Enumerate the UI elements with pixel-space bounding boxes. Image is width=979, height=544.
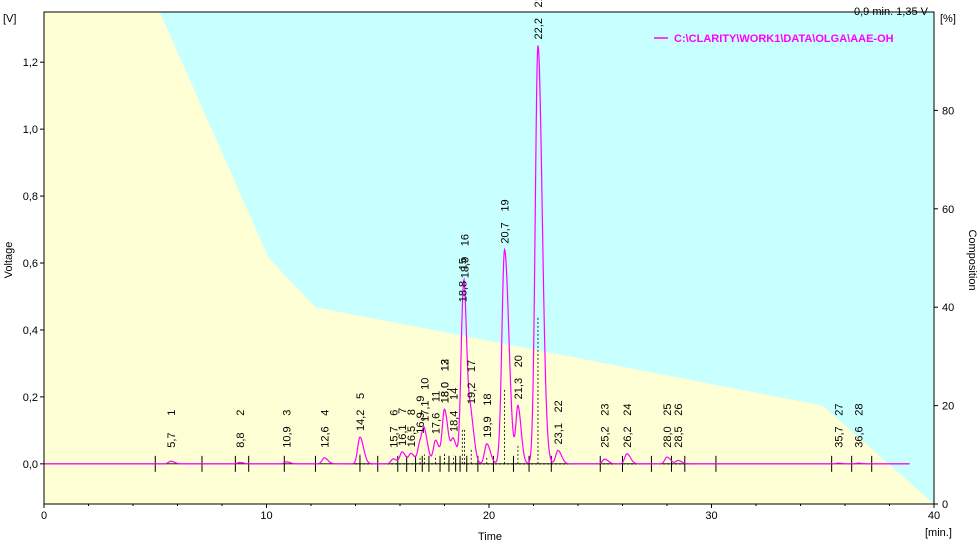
y-tick-label: 0,8	[23, 191, 38, 203]
legend: C:\CLARITY\WORK1\DATA\OLGA\AAE-OH	[654, 33, 894, 45]
legend-label: C:\CLARITY\WORK1\DATA\OLGA\AAE-OH	[674, 33, 894, 45]
peak-rt-label: 8,8	[235, 432, 247, 447]
peak-number-label: 9	[415, 396, 427, 402]
y2-axis-title: Composition	[966, 229, 978, 290]
peak-number-label: 23	[600, 404, 612, 416]
peak-rt-label: 36,6	[853, 426, 865, 447]
y2-tick-label: 80	[942, 105, 954, 117]
peak-number-label: 10	[419, 378, 431, 390]
y-axis-unit: [V]	[3, 13, 16, 25]
peak-number-label: 3	[282, 410, 294, 416]
peak-number-label: 11	[431, 391, 443, 402]
peak-number-label: 12	[440, 359, 452, 371]
composition-regions	[44, 12, 934, 504]
plot-frame	[43, 11, 935, 505]
y-tick-label: 0,2	[23, 392, 38, 404]
x-tick-label: 20	[483, 510, 495, 522]
peak-rt-label: 10,9	[282, 426, 294, 447]
peak-number-label: 15	[457, 258, 469, 270]
y-axis-title: Voltage	[3, 242, 15, 279]
peak-number-label: 27	[833, 404, 845, 416]
peak-number-label: 21	[533, 0, 545, 7]
peak-number-label: 16	[460, 234, 472, 246]
peak-rt-label: 12,6	[319, 426, 331, 447]
y2-axis-unit: [%]	[940, 13, 956, 25]
x-axis-unit: [min.]	[925, 527, 952, 539]
y2-tick-label: 20	[942, 401, 954, 413]
peak-rt-label: 25,2	[600, 426, 612, 447]
peak-rt-label: 35,7	[833, 426, 845, 447]
peak-rt-label: 20,7	[500, 222, 512, 243]
peak-number-label: 19	[500, 199, 512, 211]
peak-rt-label: 28,0	[662, 426, 674, 447]
peak-rt-label: 16,9	[415, 412, 427, 433]
peak-rt-label: 21,3	[513, 378, 525, 399]
peak-number-label: 4	[319, 410, 331, 416]
peak-rt-label: 5,7	[166, 432, 178, 447]
peak-number-label: 7	[397, 408, 409, 414]
peak-rt-label: 28,5	[673, 426, 685, 447]
y-tick-label: 1,0	[23, 124, 38, 136]
axes-group	[43, 11, 935, 505]
y-tick-label: 0,4	[23, 325, 38, 337]
peak-rt-label: 23,1	[553, 423, 565, 444]
peak-number-label: 24	[622, 404, 634, 416]
y2-tick-label: 40	[942, 302, 954, 314]
peak-rt-label: 22,2	[533, 18, 545, 39]
x-axis-title: Time	[478, 531, 502, 543]
axis-ticks: 0 10 20 30 40 0,0 0,2 0,4 0,6 0,8 1,0 1,2 0 20 40 60 80	[23, 57, 955, 522]
peak-rt-label: 14,2	[355, 410, 367, 431]
peak-number-label: 20	[513, 355, 525, 367]
peak-rt-label: 16,5	[406, 426, 418, 447]
x-tick-label: 40	[928, 510, 940, 522]
peak-number-label: 25	[662, 404, 674, 416]
peak-number-label: 13	[440, 359, 452, 371]
composition-gradient-area	[44, 12, 934, 504]
y2-tick-label: 60	[942, 204, 954, 216]
y-tick-label: 0,6	[23, 258, 38, 270]
peak-rt-label: 18,8	[457, 281, 469, 302]
y-tick-label: 1,2	[23, 57, 38, 69]
peak-rt-label: 16,1	[397, 424, 409, 445]
peak-rt-label: 17,1	[419, 400, 431, 421]
peak-rt-label: 18,9	[460, 257, 472, 278]
x-tick-label: 30	[705, 510, 717, 522]
chromatogram-trace	[44, 45, 910, 465]
peak-number-label: 18	[482, 394, 494, 406]
y2-tick-label: 0	[942, 499, 948, 511]
y-tick-label: 0,0	[23, 459, 38, 471]
peak-rt-label: 19,9	[482, 416, 494, 437]
peak-rt-label: 18,0	[440, 382, 452, 403]
peak-number-label: 1	[166, 410, 178, 416]
peak-rt-label: 17,6	[431, 413, 443, 434]
peak-number-label: 5	[355, 393, 367, 399]
peak-rt-label: 26,2	[622, 426, 634, 447]
x-tick-label: 10	[260, 510, 272, 522]
peak-number-label: 14	[448, 388, 460, 400]
peak-number-label: 8	[406, 409, 418, 415]
peak-rt-label: 15,7	[388, 426, 400, 447]
peak-number-label: 22	[553, 400, 565, 412]
peak-number-label: 26	[673, 404, 685, 416]
peak-rt-label: 18,0	[440, 382, 452, 403]
peak-number-label: 28	[853, 404, 865, 416]
cursor-readout: 0,9 min. 1,35 V	[854, 6, 929, 18]
peak-number-label: 6	[388, 410, 400, 416]
peak-number-label: 2	[235, 410, 247, 416]
peak-rt-label: 18,4	[448, 411, 460, 432]
peak-rt-label: 19,2	[466, 383, 478, 404]
x-tick-label: 0	[41, 510, 47, 522]
peak-number-label: 17	[466, 360, 478, 372]
